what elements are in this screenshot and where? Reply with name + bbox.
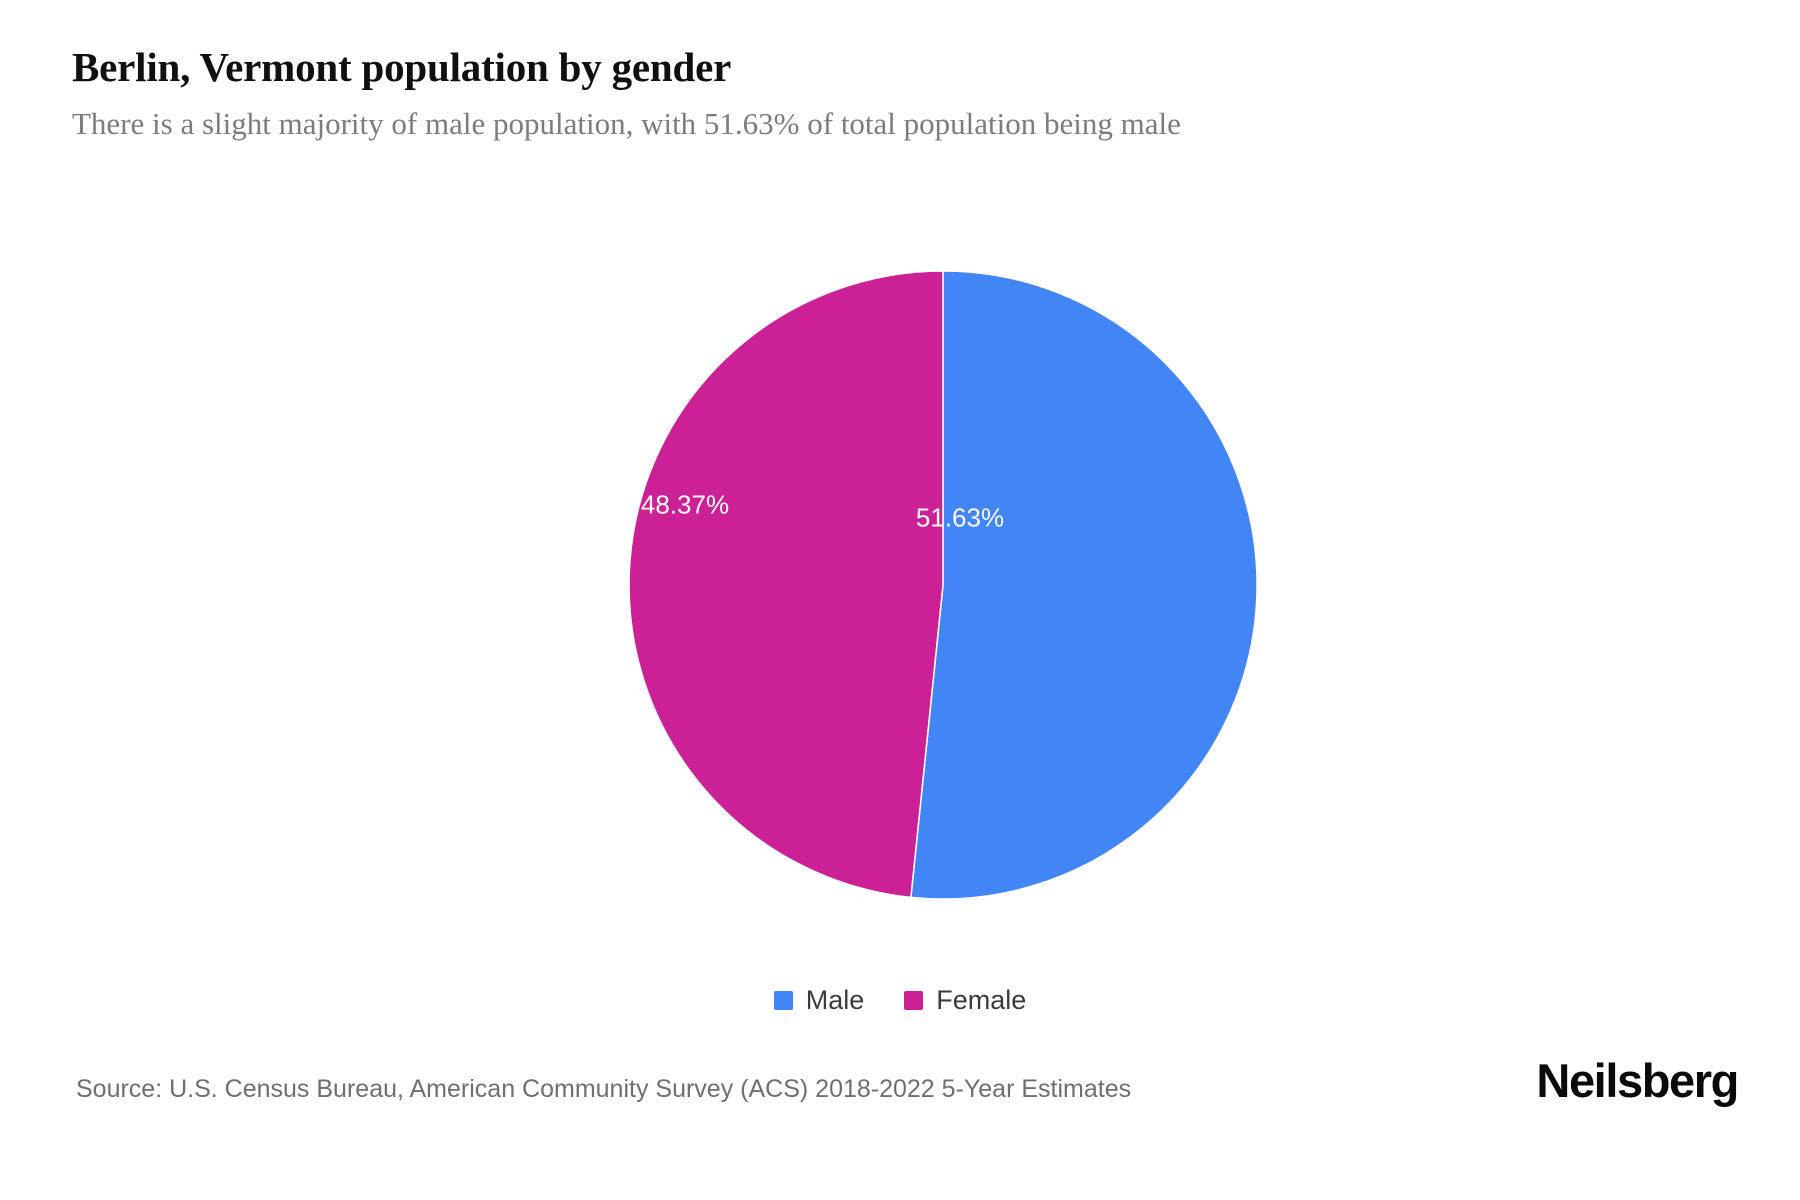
- square-swatch-icon: [904, 991, 924, 1010]
- chart-legend: Male Female: [0, 985, 1800, 1016]
- legend-item-female[interactable]: Female: [904, 985, 1026, 1016]
- legend-item-male[interactable]: Male: [773, 985, 865, 1016]
- brand-logo: Neilsberg: [1536, 1054, 1739, 1107]
- pie-slice-male[interactable]: [910, 270, 1258, 900]
- pie-slice-female[interactable]: [628, 270, 944, 899]
- square-swatch-icon: [773, 991, 793, 1010]
- legend-label-male: Male: [805, 985, 865, 1015]
- legend-label-female: Female: [936, 985, 1027, 1015]
- chart-subtitle: There is a slight majority of male popul…: [72, 106, 1181, 142]
- pie-chart: [628, 270, 1258, 900]
- page-title: Berlin, Vermont population by gender: [72, 44, 732, 90]
- chart-plot-area: 48.37% 51.63%: [0, 200, 1800, 1000]
- source-note: Source: U.S. Census Bureau, American Com…: [76, 1075, 1132, 1103]
- chart-header: Berlin, Vermont population by gender The…: [72, 44, 1732, 142]
